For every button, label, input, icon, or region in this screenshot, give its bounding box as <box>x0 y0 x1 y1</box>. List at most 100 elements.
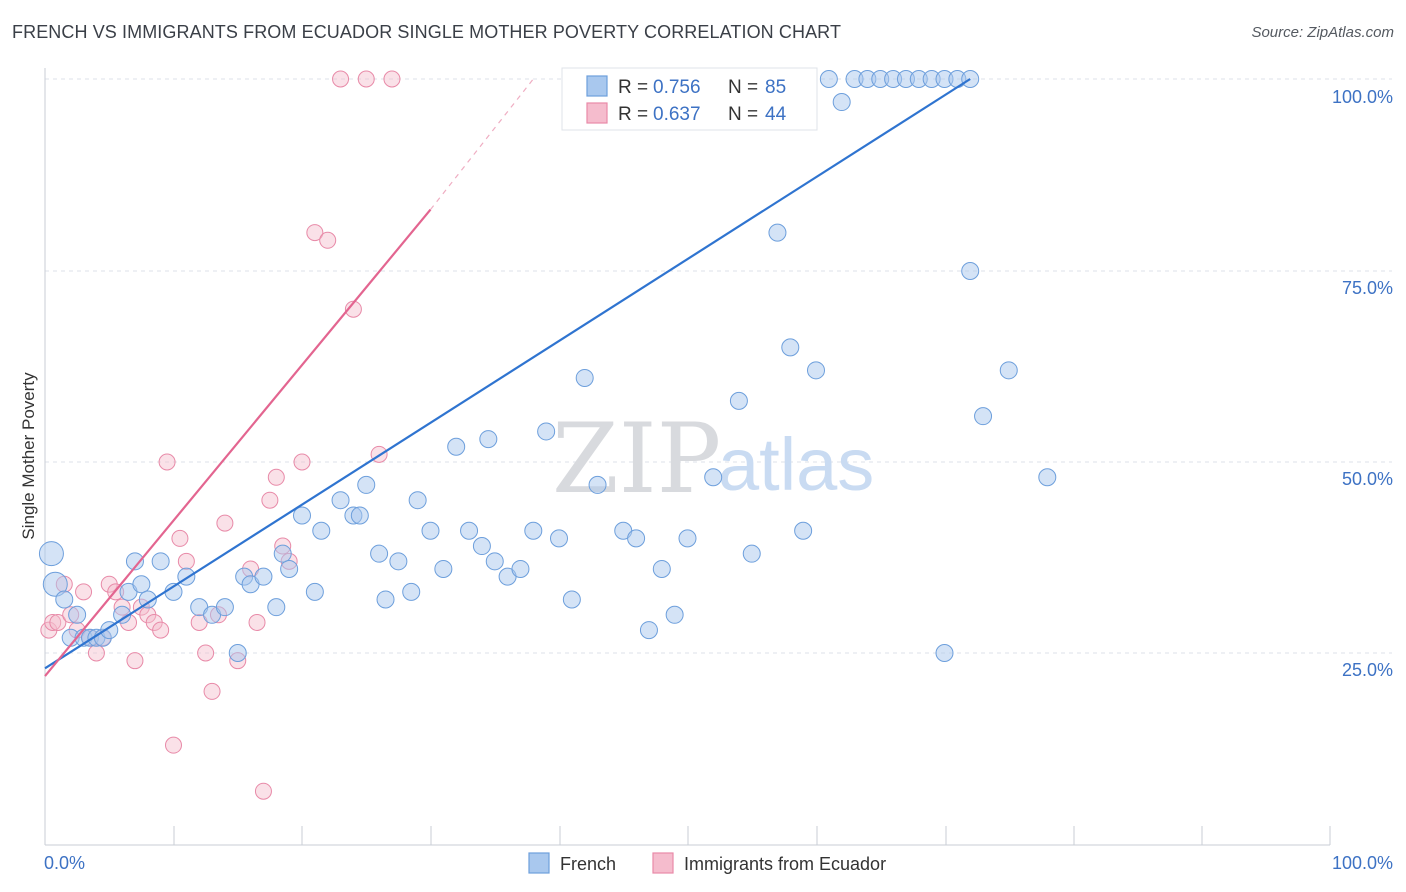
french-point <box>678 529 697 548</box>
french-point <box>999 361 1018 380</box>
french-point <box>280 559 299 578</box>
french-point <box>794 521 813 540</box>
french-point <box>434 559 453 578</box>
ecuador-point <box>49 613 67 631</box>
french-points <box>38 70 1057 662</box>
x-tick-label: 0.0% <box>44 853 85 873</box>
ecuador-point <box>261 491 279 509</box>
french-point <box>832 93 851 112</box>
french-point <box>267 598 286 617</box>
french-point <box>421 521 440 540</box>
french-point <box>402 582 421 601</box>
legend-n-label: N = <box>728 104 758 125</box>
ecuador-point <box>306 224 324 242</box>
french-point <box>68 605 87 624</box>
legend-n-value: 85 <box>765 77 786 98</box>
french-point <box>38 541 64 567</box>
legend-n-value: 44 <box>765 104 787 125</box>
french-point <box>254 567 273 586</box>
watermark-atlas: atlas <box>718 423 874 506</box>
french-point <box>781 338 800 357</box>
french-point <box>575 368 594 387</box>
legend-french-swatch <box>586 75 608 97</box>
ecuador-point <box>203 682 221 700</box>
french-point <box>42 571 68 597</box>
legend-ecuador-swatch <box>586 102 608 124</box>
ecuador-points <box>40 70 401 800</box>
french-point <box>376 590 395 609</box>
french-point <box>537 422 556 441</box>
watermark-zip: ZIP <box>552 403 721 515</box>
ecuador-point <box>44 613 62 631</box>
french-point <box>961 262 980 280</box>
french-point <box>370 544 389 563</box>
ecuador-trend-extension <box>430 78 534 210</box>
french-point <box>273 544 292 563</box>
french-point <box>807 361 825 380</box>
ecuador-point <box>75 583 93 601</box>
french-point <box>479 430 498 449</box>
french-trend-line <box>44 78 971 670</box>
axes <box>44 68 1331 846</box>
bottom-legend: French Immigrants from Ecuador <box>528 852 886 874</box>
legend-n-label: N = <box>728 77 758 98</box>
ecuador-point <box>126 652 144 670</box>
ecuador-point <box>152 621 170 639</box>
french-point <box>639 621 658 640</box>
french-point <box>588 475 607 494</box>
legend-r-value: 0.637 <box>653 104 701 125</box>
bottom-legend-french-label: French <box>560 854 616 874</box>
french-point <box>138 590 157 609</box>
french-point <box>768 223 787 242</box>
ecuador-point <box>293 453 311 471</box>
y-tick-label: 100.0% <box>1332 87 1393 107</box>
trend-lines <box>44 78 971 677</box>
french-point <box>447 437 466 456</box>
french-point <box>627 529 646 548</box>
french-point <box>151 552 170 571</box>
watermark: ZIP atlas <box>552 403 874 515</box>
y-tick-label: 50.0% <box>1342 469 1393 489</box>
french-point <box>704 468 723 487</box>
ecuador-point <box>171 529 189 547</box>
ecuador-point <box>319 231 337 249</box>
grid-lines <box>45 78 1392 654</box>
x-axis-tick-labels: 0.0% 100.0% <box>44 853 1393 873</box>
bottom-legend-ecuador-swatch <box>652 852 674 874</box>
legend-r-label: R = <box>618 104 648 125</box>
legend-box: R = 0.756 N = 85 R = 0.637 N = 44 <box>561 67 818 131</box>
french-point <box>55 590 74 609</box>
chart-title: FRENCH VS IMMIGRANTS FROM ECUADOR SINGLE… <box>12 22 842 42</box>
french-point <box>312 521 331 540</box>
ecuador-point <box>254 782 272 800</box>
ecuador-point <box>248 613 266 631</box>
ecuador-point <box>158 453 176 471</box>
french-point <box>562 590 581 609</box>
french-point <box>389 552 408 571</box>
y-tick-label: 75.0% <box>1342 278 1393 298</box>
legend-r-label: R = <box>618 77 648 98</box>
y-axis-title: Single Mother Poverty <box>19 372 38 540</box>
french-point <box>132 575 151 594</box>
y-tick-label: 25.0% <box>1342 660 1393 680</box>
y-axis-tick-labels: 25.0% 50.0% 75.0% 100.0% <box>1332 87 1393 680</box>
french-point <box>293 506 311 525</box>
french-point <box>125 552 144 571</box>
ecuador-point <box>357 70 375 88</box>
ecuador-point <box>177 552 195 570</box>
french-point <box>460 521 479 540</box>
bottom-legend-ecuador-label: Immigrants from Ecuador <box>684 854 886 874</box>
french-point <box>974 407 993 426</box>
french-point <box>350 506 369 525</box>
french-point <box>935 644 954 662</box>
source-label: Source: ZipAtlas.com <box>1251 24 1394 41</box>
french-point <box>305 582 324 601</box>
french-point <box>485 552 504 571</box>
french-point <box>665 605 684 624</box>
french-point <box>357 475 376 494</box>
legend-r-value: 0.756 <box>653 77 701 98</box>
french-point <box>819 70 838 88</box>
french-point <box>729 391 748 410</box>
ecuador-point <box>332 70 350 88</box>
